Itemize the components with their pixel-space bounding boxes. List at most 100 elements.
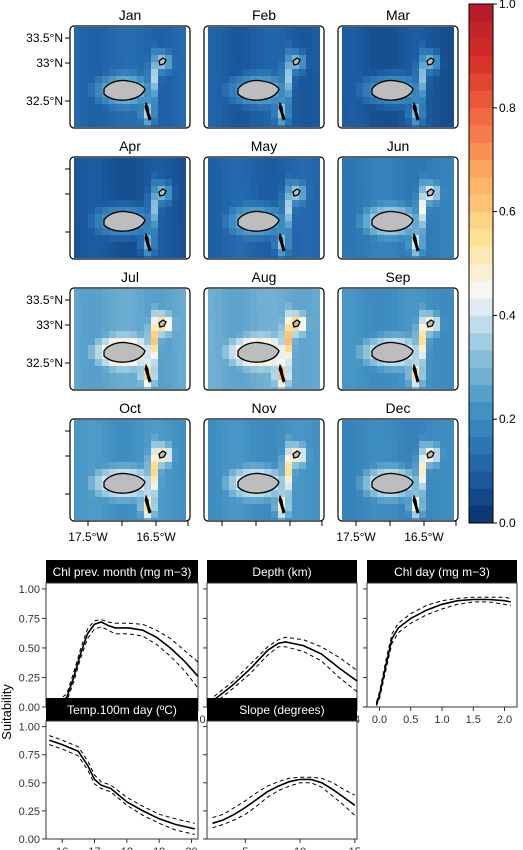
colorbar-band bbox=[469, 505, 493, 524]
panel-title: Temp.100m day (ºC) bbox=[67, 703, 177, 717]
lower-ci-line bbox=[213, 646, 358, 704]
map-panel-oct: Oct 17.5°W 16.5°W bbox=[65, 400, 191, 544]
colorbar-band bbox=[469, 246, 493, 264]
colorbar-tick-label: 0.8 bbox=[499, 101, 516, 115]
madeira-island bbox=[237, 341, 280, 363]
madeira-island bbox=[103, 210, 146, 232]
map-panel-jul: Jul 33.5°N 33°N 32.5°N bbox=[26, 269, 191, 391]
map-title: May bbox=[251, 138, 277, 154]
colorbar-band bbox=[469, 211, 493, 230]
porto-santo-island bbox=[292, 319, 301, 328]
colorbar-band bbox=[469, 471, 493, 489]
colorbar-band bbox=[469, 194, 493, 212]
colorbar-band bbox=[469, 263, 493, 282]
panel-strip bbox=[46, 698, 198, 721]
y-tick-label: 0.25 bbox=[19, 806, 40, 818]
colorbar-band bbox=[469, 177, 493, 195]
mean-response-line bbox=[212, 778, 356, 825]
colorbar-band bbox=[469, 125, 493, 143]
lat-tick-label: 33.5°N bbox=[26, 293, 63, 307]
porto-santo-island bbox=[158, 188, 167, 197]
curve-panel-2: Depth (km)01234 bbox=[203, 560, 360, 726]
y-tick-label: 0.00 bbox=[19, 834, 40, 846]
colorbar-band bbox=[469, 159, 493, 178]
map-raster bbox=[208, 27, 320, 127]
madeira-island bbox=[371, 210, 414, 232]
upper-ci-line bbox=[56, 619, 199, 702]
map-raster bbox=[342, 420, 454, 520]
colorbar-tick-label: 0.4 bbox=[499, 308, 516, 322]
colorbar: 0.0 0.2 0.4 0.6 0.8 1.0 bbox=[468, 0, 516, 530]
map-title: Oct bbox=[119, 400, 141, 416]
map-raster bbox=[208, 158, 320, 258]
map-raster bbox=[342, 289, 454, 389]
madeira-island bbox=[237, 210, 280, 232]
colorbar-band bbox=[469, 350, 493, 368]
madeira-island bbox=[371, 79, 414, 101]
colorbar-band bbox=[469, 367, 493, 385]
map-raster bbox=[74, 158, 186, 258]
map-title: Dec bbox=[386, 400, 411, 416]
map-panel-apr: Apr bbox=[65, 138, 191, 260]
map-panel-nov: Nov bbox=[203, 400, 325, 526]
x-tick-label: 5 bbox=[242, 846, 248, 850]
x-tick-label: 15 bbox=[349, 846, 361, 850]
panel-title: Chl prev. month (mg m−3) bbox=[53, 565, 192, 579]
curve-panel-3: Chl day (mg m−3) 0.0 0.5 1.0 1.5 2.0 bbox=[363, 560, 518, 726]
x-tick-label: 18 bbox=[121, 846, 133, 850]
colorbar-band bbox=[469, 55, 493, 74]
map-title: Sep bbox=[386, 269, 411, 285]
colorbar-frame bbox=[468, 3, 494, 524]
colorbar-tick-label: 0.6 bbox=[499, 205, 516, 219]
map-raster bbox=[208, 289, 320, 389]
monthly-maps: Jan 33.5°N 33°N 32.5°N Feb Mar Apr May Jun Jul 33.… bbox=[26, 7, 459, 544]
mean-response-line bbox=[48, 739, 195, 830]
colorbar-band bbox=[469, 4, 493, 22]
madeira-island bbox=[371, 472, 414, 494]
desertas-islands bbox=[144, 494, 152, 514]
panel-strip bbox=[207, 560, 357, 583]
colorbar-band bbox=[469, 142, 493, 161]
y-tick-label: 1.00 bbox=[19, 584, 40, 596]
map-title: Nov bbox=[252, 400, 277, 416]
upper-ci-line bbox=[213, 636, 358, 697]
colorbar-band bbox=[469, 436, 493, 455]
porto-santo-island bbox=[158, 319, 167, 328]
porto-santo-island bbox=[292, 188, 301, 197]
desertas-islands bbox=[412, 494, 420, 514]
x-tick-label: 19 bbox=[153, 846, 165, 850]
lower-ci-line bbox=[375, 601, 511, 707]
colorbar-tick-label: 0.0 bbox=[499, 516, 516, 530]
x-tick-label: 16 bbox=[56, 846, 68, 850]
desertas-islands bbox=[278, 494, 286, 514]
colorbar-band bbox=[469, 107, 493, 126]
desertas-islands bbox=[412, 363, 420, 383]
upper-ci-line bbox=[49, 735, 195, 824]
y-axis-label: Suitability bbox=[0, 684, 14, 740]
colorbar-band bbox=[469, 38, 493, 57]
desertas-islands bbox=[144, 232, 152, 252]
colorbar-band bbox=[469, 453, 493, 472]
desertas-islands bbox=[412, 101, 420, 121]
madeira-island bbox=[103, 472, 146, 494]
colorbar-band bbox=[469, 280, 493, 299]
y-tick-label: 0.50 bbox=[19, 643, 40, 655]
mean-response-line bbox=[213, 641, 358, 701]
porto-santo-island bbox=[158, 450, 167, 459]
x-tick-label: 0.0 bbox=[372, 714, 387, 726]
map-title: Jan bbox=[119, 7, 142, 23]
map-title: Jul bbox=[121, 269, 139, 285]
colorbar-band bbox=[469, 90, 493, 109]
colorbar-band bbox=[469, 73, 493, 91]
panel-title: Slope (degrees) bbox=[239, 703, 324, 717]
desertas-islands bbox=[412, 232, 420, 252]
x-tick-label: 10 bbox=[294, 846, 306, 850]
response-curves: Chl prev. month (mg m−3) 0.0 0.5 1.0 0.00 0.2… bbox=[0, 560, 518, 850]
map-raster bbox=[74, 420, 186, 520]
x-tick-label: 17 bbox=[88, 846, 100, 850]
x-tick-label: 0.5 bbox=[403, 714, 418, 726]
colorbar-band bbox=[469, 332, 493, 351]
map-raster bbox=[342, 27, 454, 127]
madeira-island bbox=[237, 472, 280, 494]
